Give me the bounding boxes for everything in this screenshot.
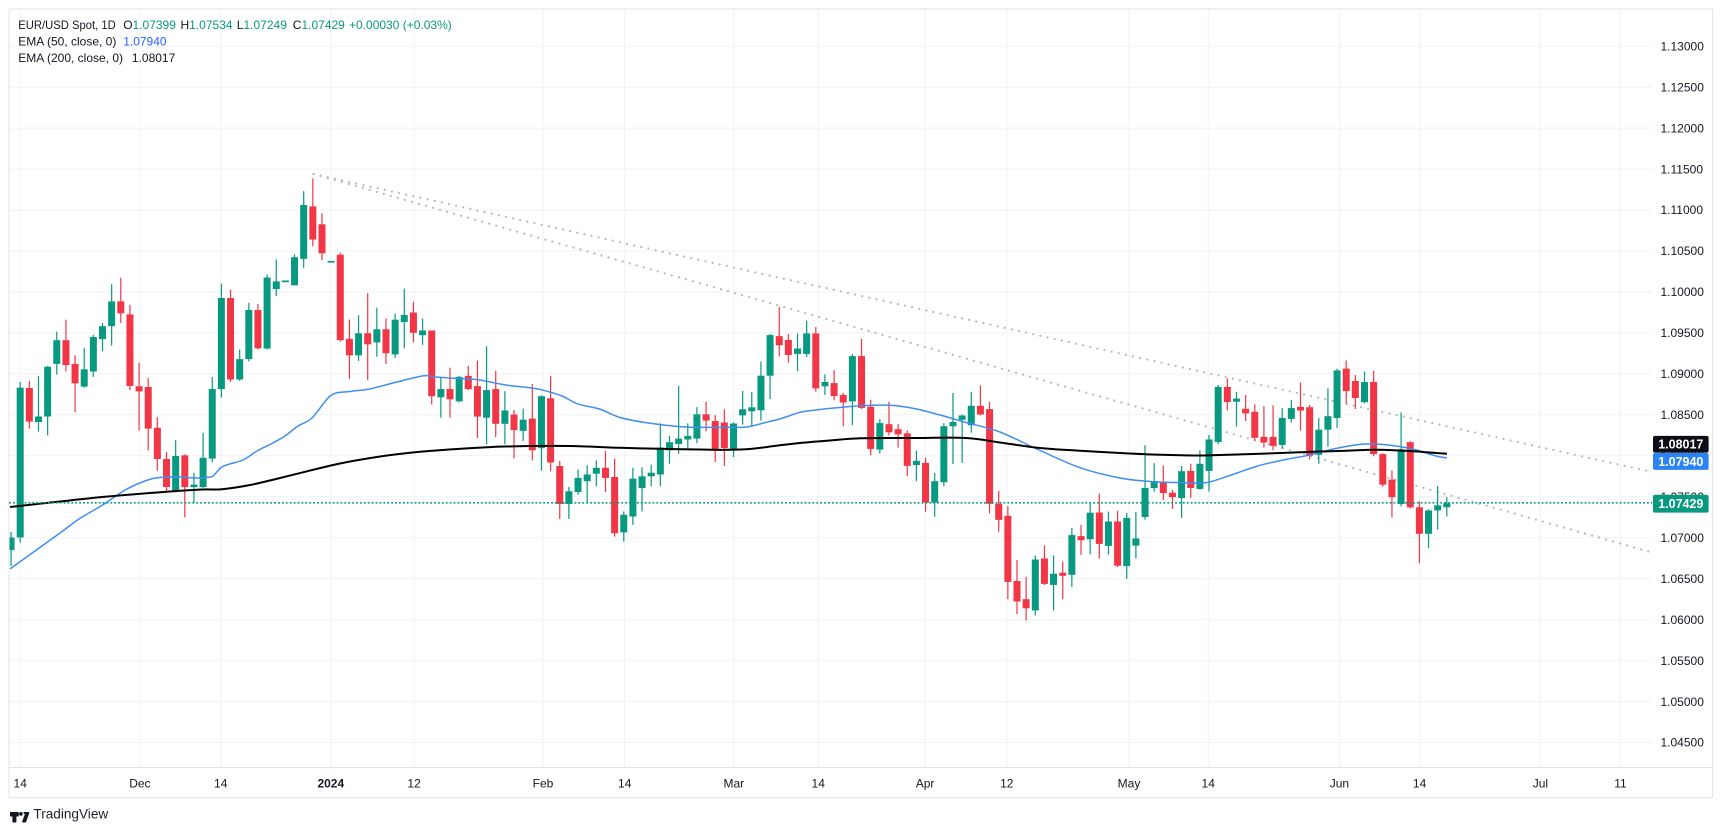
svg-text:1.11000: 1.11000: [1661, 203, 1704, 217]
svg-text:May: May: [1118, 777, 1141, 791]
svg-text:Jul: Jul: [1533, 777, 1548, 791]
svg-text:14: 14: [618, 777, 632, 791]
svg-text:EMA (50, close, 0): EMA (50, close, 0): [18, 34, 116, 48]
svg-text:TradingView: TradingView: [33, 807, 108, 822]
svg-text:Dec: Dec: [129, 777, 150, 791]
svg-text:2024: 2024: [317, 777, 344, 791]
svg-text:11: 11: [1614, 777, 1627, 791]
svg-text:Apr: Apr: [916, 777, 935, 791]
svg-text:1.05000: 1.05000: [1661, 695, 1705, 709]
svg-text:1.06500: 1.06500: [1661, 572, 1705, 586]
svg-text:H1.07534: H1.07534: [181, 18, 233, 32]
svg-text:14: 14: [214, 777, 228, 791]
svg-text:14: 14: [1413, 777, 1427, 791]
svg-text:Feb: Feb: [533, 777, 554, 791]
svg-text:Mar: Mar: [723, 777, 744, 791]
svg-text:Jun: Jun: [1330, 777, 1349, 791]
svg-text:1.07940: 1.07940: [1658, 455, 1703, 469]
svg-text:14: 14: [1202, 777, 1216, 791]
svg-text:1.07429: 1.07429: [1658, 497, 1703, 511]
svg-text:O1.07399: O1.07399: [123, 18, 176, 32]
svg-text:EMA (200, close, 0): EMA (200, close, 0): [18, 51, 123, 65]
svg-text:+0.00030 (+0.03%): +0.00030 (+0.03%): [349, 18, 452, 32]
svg-text:14: 14: [14, 777, 28, 791]
svg-text:L1.07249: L1.07249: [237, 18, 287, 32]
svg-text:1.05500: 1.05500: [1661, 654, 1705, 668]
svg-text:C1.07429: C1.07429: [293, 18, 345, 32]
svg-text:1.10500: 1.10500: [1661, 244, 1705, 258]
svg-text:12: 12: [407, 777, 421, 791]
svg-text:1.08500: 1.08500: [1661, 408, 1705, 422]
svg-text:12: 12: [1000, 777, 1014, 791]
svg-text:1.09500: 1.09500: [1661, 326, 1705, 340]
svg-text:1.09000: 1.09000: [1661, 367, 1705, 381]
svg-text:1.11500: 1.11500: [1661, 162, 1704, 176]
svg-text:1.12500: 1.12500: [1661, 80, 1705, 94]
svg-text:1.12000: 1.12000: [1661, 121, 1705, 135]
svg-text:14: 14: [812, 777, 826, 791]
svg-text:1.08017: 1.08017: [132, 51, 176, 65]
svg-text:1.04500: 1.04500: [1661, 736, 1705, 750]
svg-text:1.07940: 1.07940: [123, 34, 167, 48]
svg-text:1.07000: 1.07000: [1661, 531, 1705, 545]
svg-text:1.06000: 1.06000: [1661, 613, 1705, 627]
svg-text:1.13000: 1.13000: [1661, 39, 1705, 53]
svg-text:1.10000: 1.10000: [1661, 285, 1705, 299]
svg-text:EUR/USD Spot, 1D: EUR/USD Spot, 1D: [18, 18, 116, 32]
svg-text:1.08017: 1.08017: [1658, 438, 1703, 452]
